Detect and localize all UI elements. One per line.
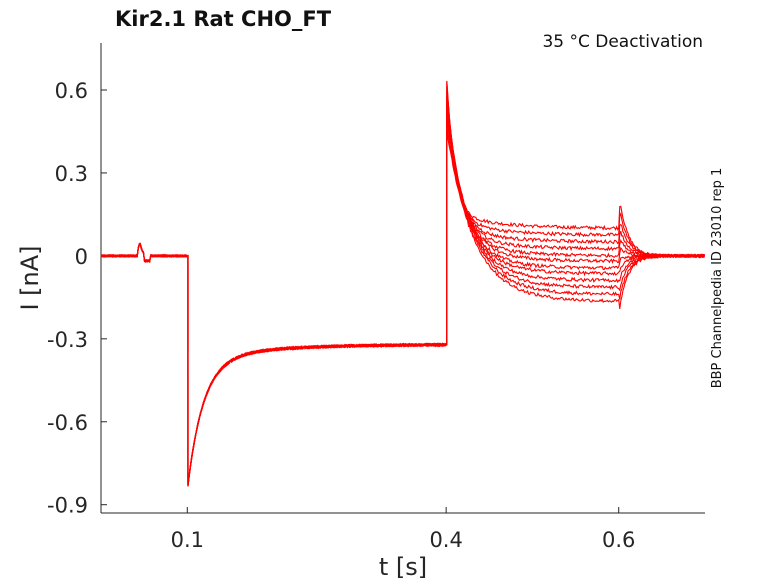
current-trace (100, 104, 705, 487)
current-trace (100, 91, 706, 487)
y-tick-label: -0.9 (47, 494, 88, 518)
current-trace (100, 119, 705, 487)
y-tick-label: 0.6 (55, 79, 88, 103)
current-trace (100, 99, 705, 484)
y-axis-label: I [nA] (16, 245, 44, 310)
y-tick-label: -0.6 (47, 411, 88, 435)
current-trace (100, 81, 705, 486)
current-trace (100, 95, 705, 485)
x-axis-label: t [s] (379, 553, 427, 581)
x-tick-label: 0.6 (602, 528, 635, 552)
traces (100, 80, 706, 487)
y-tick-label: 0 (75, 245, 88, 269)
axes (100, 43, 705, 514)
current-trace (100, 110, 705, 485)
current-trace (100, 131, 705, 487)
side-label: BBP Channelpedia ID 23010 rep 1 (710, 168, 725, 389)
current-trace (100, 80, 705, 485)
chart-annotation: 35 °C Deactivation (542, 32, 703, 52)
chart-title: Kir2.1 Rat CHO_FT (115, 7, 332, 31)
y-tick-label: 0.3 (55, 162, 88, 186)
y-tick-label: -0.3 (47, 328, 88, 352)
x-tick-label: 0.1 (171, 528, 204, 552)
x-ticks: 0.1 0.4 0.6 (171, 507, 635, 552)
y-ticks: -0.9 -0.6 -0.3 0 0.3 0.6 (47, 79, 107, 518)
current-trace (100, 124, 705, 486)
x-tick-label: 0.4 (429, 528, 462, 552)
